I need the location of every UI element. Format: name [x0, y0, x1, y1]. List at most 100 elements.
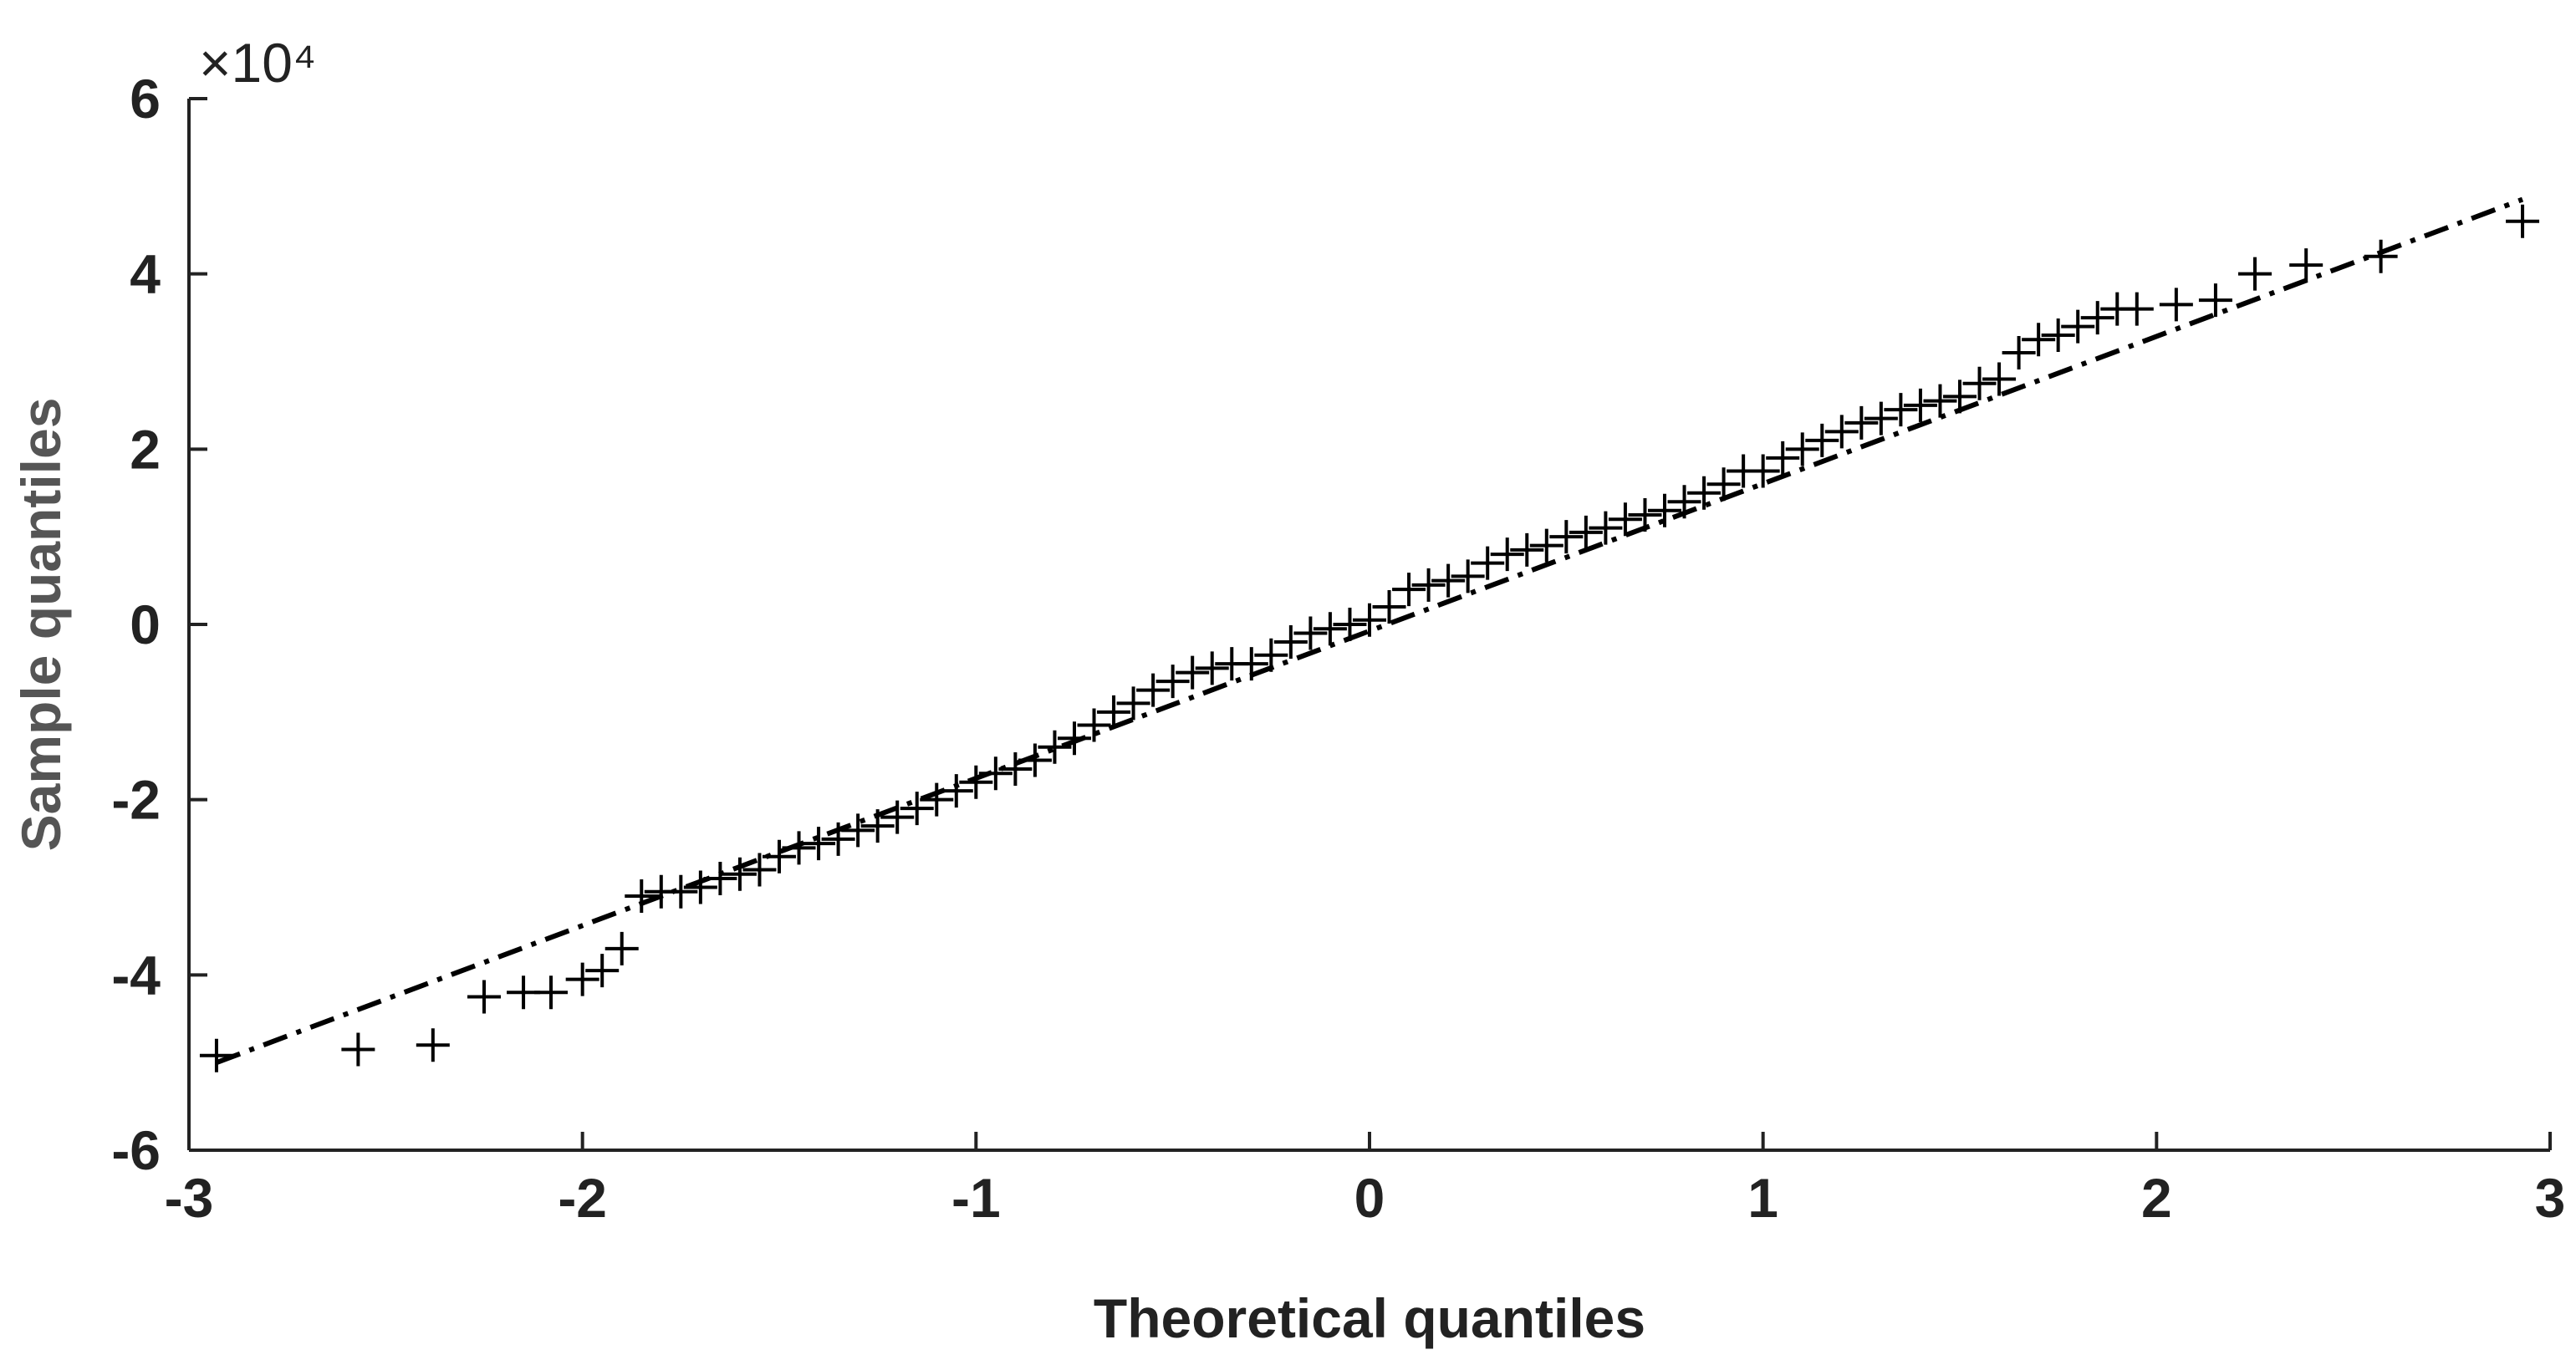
point	[1490, 537, 1524, 572]
point	[1018, 743, 1052, 777]
point	[1982, 362, 2017, 396]
point	[1608, 502, 1642, 537]
point	[565, 962, 599, 996]
point	[1195, 651, 1229, 685]
point	[802, 827, 836, 861]
x-tick-label: 1	[1747, 1167, 1778, 1229]
point	[585, 954, 620, 988]
point	[467, 980, 501, 1014]
point	[1392, 573, 1426, 607]
x-tick-label: 0	[1354, 1167, 1385, 1229]
x-tick-label: -3	[165, 1167, 214, 1229]
point	[604, 931, 639, 965]
point	[1136, 673, 1171, 707]
y-tick-label: 2	[130, 418, 161, 480]
point	[1962, 366, 1997, 400]
point	[1529, 528, 1563, 563]
point	[1766, 441, 1800, 475]
point	[2364, 239, 2398, 273]
point	[416, 1028, 450, 1062]
point	[742, 853, 777, 887]
point	[998, 751, 1033, 786]
point	[2061, 309, 2095, 344]
point	[841, 813, 875, 848]
point	[1254, 638, 1288, 672]
reference-line	[215, 196, 2524, 1065]
point	[1648, 493, 1681, 527]
point	[1176, 655, 1210, 690]
point	[821, 822, 855, 856]
point	[1155, 665, 1190, 699]
point	[1353, 603, 1386, 637]
y-tick-label: -6	[111, 1119, 161, 1181]
point	[534, 975, 569, 1010]
y-tick-label: 0	[130, 593, 161, 655]
point	[1293, 616, 1328, 650]
x-tick-label: -2	[558, 1167, 607, 1229]
point	[1667, 485, 1701, 519]
point	[341, 1032, 375, 1067]
y-tick-label: -4	[111, 944, 161, 1006]
point	[1864, 401, 1898, 436]
point	[2289, 248, 2324, 283]
point	[2022, 323, 2056, 357]
point	[1746, 454, 1780, 488]
y-axis-label: Sample quantiles	[10, 398, 72, 852]
point	[1333, 608, 1367, 641]
point	[1687, 476, 1722, 510]
point	[1411, 568, 1446, 602]
point	[1903, 388, 1937, 422]
point	[2002, 336, 2036, 370]
point	[920, 782, 954, 817]
x-tick-label: -1	[951, 1167, 1001, 1229]
point	[1077, 708, 1111, 742]
point	[199, 1038, 233, 1072]
point	[1923, 384, 1957, 418]
point	[683, 870, 717, 904]
point	[1116, 686, 1150, 721]
point	[978, 756, 1013, 791]
point	[939, 774, 973, 808]
point	[1097, 695, 1131, 729]
y-tick-label: 4	[130, 243, 161, 305]
y-tick-label: -2	[111, 769, 161, 831]
point	[1706, 467, 1741, 502]
point	[1431, 563, 1466, 598]
point	[2080, 301, 2114, 335]
point	[1549, 520, 1584, 554]
point	[703, 862, 737, 896]
point	[1589, 511, 1623, 545]
point	[1058, 721, 1091, 756]
point	[1884, 393, 1918, 427]
x-tick-label: 2	[2141, 1167, 2172, 1229]
point	[959, 765, 993, 799]
point	[763, 839, 796, 874]
point	[782, 831, 816, 865]
point	[1372, 590, 1406, 624]
point	[2198, 283, 2232, 318]
point	[1569, 515, 1603, 549]
point	[860, 809, 895, 843]
point	[1785, 432, 1819, 466]
point	[2506, 204, 2540, 238]
point	[1943, 379, 1977, 414]
y-multiplier: ×10⁴	[199, 32, 316, 94]
y-tick-label: 6	[130, 68, 161, 130]
point	[1628, 497, 1662, 532]
x-axis-label: Theoretical quantiles	[1094, 1287, 1645, 1349]
point	[1038, 730, 1072, 764]
point	[1313, 612, 1347, 646]
point	[722, 857, 757, 891]
point	[2159, 288, 2193, 322]
point	[2119, 292, 2154, 326]
point	[2041, 318, 2075, 353]
point	[2238, 257, 2272, 291]
point	[1273, 624, 1308, 659]
point	[1451, 559, 1485, 593]
point	[1844, 405, 1879, 440]
point	[1510, 532, 1544, 567]
point	[625, 879, 659, 913]
x-tick-label: 3	[2535, 1167, 2566, 1229]
point	[1805, 423, 1839, 457]
